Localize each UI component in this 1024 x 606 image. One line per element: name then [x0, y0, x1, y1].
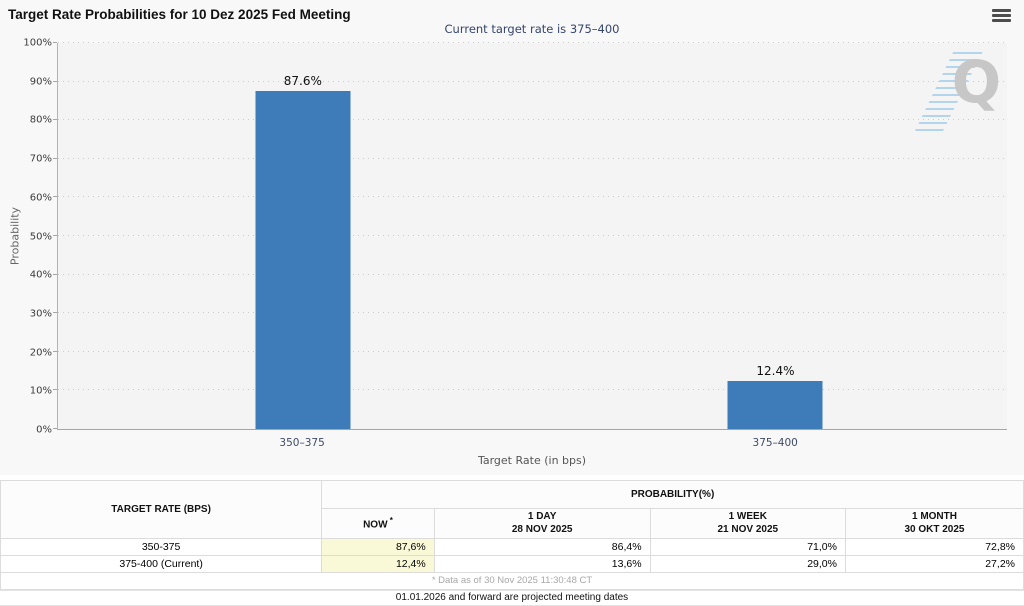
gridline-90: [58, 80, 1007, 82]
y-tick-label: 100%: [23, 37, 52, 49]
probability-table: TARGET RATE (BPS) PROBABILITY(%) NOW * 1 …: [0, 480, 1024, 590]
y-tickmark: [53, 42, 57, 43]
y-axis-tick-labels: 0% 10% 20% 30% 40% 50% 60% 70% 80% 90% 100%: [0, 38, 52, 436]
data-as-of-note: * Data as of 30 Nov 2025 11:30:48 CT: [0, 572, 1024, 590]
x-axis-title: Target Rate (in bps): [477, 454, 587, 467]
cell-probability: 72,8%: [844, 538, 1024, 556]
y-tickmark: [53, 119, 57, 121]
y-tickmark: [53, 273, 57, 275]
y-tickmark: [53, 350, 57, 352]
x-category-label: 375–400: [752, 437, 798, 449]
col-header-1-day: 1 DAY 28 NOV 2025: [433, 508, 651, 539]
y-tickmark: [53, 389, 57, 391]
table-header-row: TARGET RATE (BPS) PROBABILITY(%): [0, 480, 1024, 539]
hamburger-bar: [992, 14, 1011, 17]
y-tickmark: [53, 196, 57, 198]
page-title: Target Rate Probabilities for 10 Dez 202…: [8, 7, 351, 22]
y-tick-label: 20%: [29, 347, 52, 359]
y-tickmark: [53, 312, 57, 314]
table-row: 375-400 (Current) 12,4% 13,6% 29,0% 27,2%: [0, 555, 1024, 573]
bar-value-label: 12.4%: [756, 364, 795, 379]
hamburger-bar: [992, 19, 1011, 22]
cell-target-rate: 350-375: [0, 538, 323, 556]
chart-section: Target Rate Probabilities for 10 Dez 202…: [0, 7, 1012, 467]
gridline-60: [58, 196, 1007, 198]
cell-probability: 27,2%: [844, 555, 1024, 573]
cell-probability: 71,0%: [649, 538, 846, 556]
col-header-now: NOW *: [321, 508, 435, 539]
table-subheader-row: NOW * 1 DAY 28 NOV 2025 1 WEEK 21 NOV 2025 1 …: [1, 508, 1024, 539]
y-tickmark: [53, 428, 57, 429]
cell-target-rate: 375-400 (Current): [0, 555, 323, 573]
y-tick-label: 30%: [29, 308, 52, 320]
bar-350–375[interactable]: [255, 90, 351, 429]
gridline-80: [58, 119, 1007, 121]
y-tickmark: [53, 235, 57, 236]
gridline-20: [58, 350, 1007, 352]
y-tick-label: 0%: [36, 424, 52, 436]
y-tick-label: 10%: [29, 385, 52, 397]
gridline-10: [58, 389, 1007, 391]
cell-probability: 13,6%: [433, 555, 651, 573]
col-header-1-week: 1 WEEK 21 NOV 2025: [649, 508, 846, 539]
gridline-70: [58, 157, 1007, 159]
table-row: 350-375 87,6% 86,4% 71,0% 72,8%: [0, 538, 1024, 556]
x-category-label: 350–375: [279, 437, 325, 449]
col-header-probability: PROBABILITY(%): [321, 480, 1024, 509]
cell-probability: 29,0%: [649, 555, 846, 573]
cell-probability: 86,4%: [433, 538, 651, 556]
chart-subtitle: Current target rate is 375–400: [444, 22, 620, 36]
col-header-1-month: 1 MONTH 30 OKT 2025: [844, 508, 1024, 539]
col-header-target-rate: TARGET RATE (BPS): [0, 480, 323, 539]
table-footnote-row: * Data as of 30 Nov 2025 11:30:48 CT: [0, 572, 1024, 590]
hamburger-menu-icon[interactable]: [992, 9, 1012, 24]
bar-375–400[interactable]: [727, 381, 823, 429]
hamburger-bar: [992, 9, 1011, 12]
y-tick-label: 60%: [29, 192, 52, 204]
gridline-100: [58, 42, 1007, 43]
y-tick-label: 90%: [29, 76, 52, 88]
cell-probability: 87,6%: [321, 538, 435, 556]
gridline-40: [58, 273, 1007, 275]
bar-value-label: 87.6%: [283, 73, 322, 88]
probability-table-wrap: TARGET RATE (BPS) PROBABILITY(%) NOW * 1 …: [0, 480, 1024, 590]
watermark-q-letter: Q: [951, 48, 1001, 116]
cell-probability: 12,4%: [321, 555, 435, 573]
y-tickmark: [53, 80, 57, 82]
y-tickmark: [53, 157, 57, 159]
y-tick-label: 80%: [29, 114, 52, 126]
y-tick-label: 40%: [29, 269, 52, 281]
y-tick-label: 70%: [29, 153, 52, 165]
y-tick-label: 50%: [29, 231, 52, 242]
plot-area: Q 87.6% 12.4%: [53, 42, 1007, 430]
gridline-50: [58, 235, 1007, 236]
gridline-30: [58, 312, 1007, 314]
x-axis-category-labels: 350–375 375–400: [57, 437, 1007, 450]
